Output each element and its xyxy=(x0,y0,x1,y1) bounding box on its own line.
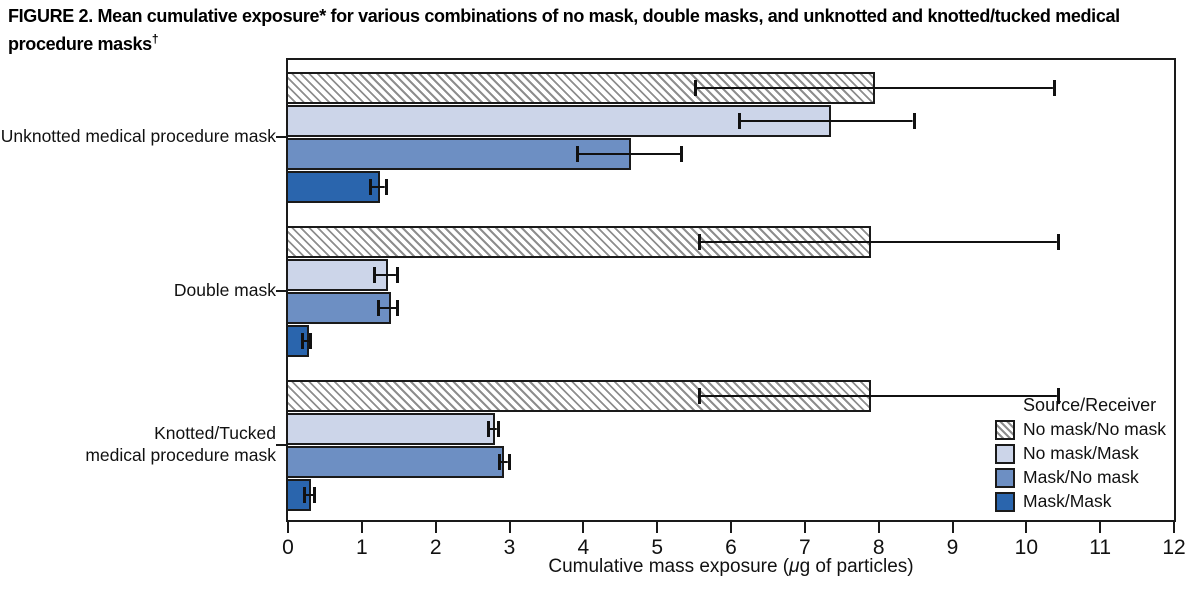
category-tick-unknotted-medical-procedure-mask xyxy=(276,136,288,138)
errorbar-no-mask-mask-unknotted-medical-procedure-mask xyxy=(738,113,916,129)
legend-entries: No mask/No mask No mask/Mask Mask/No mask M… xyxy=(995,419,1166,512)
errorbar-no-mask-no-mask-unknotted-medical-procedure-mask xyxy=(694,80,1056,96)
x-tick-label-12: 12 xyxy=(1162,536,1186,559)
errorbar-mask-no-mask-double-mask xyxy=(376,300,399,316)
x-tick-12 xyxy=(1173,520,1175,533)
bar-mask-no-mask-double-mask xyxy=(288,292,392,324)
errorbar-mask-mask-knotted-tucked xyxy=(302,487,317,503)
x-tick-label-11: 11 xyxy=(1089,536,1112,559)
x-tick-label-3: 3 xyxy=(503,536,516,559)
x-tick-label-6: 6 xyxy=(725,536,737,559)
x-tick-5 xyxy=(656,520,659,533)
x-tick-6 xyxy=(730,520,732,533)
legend-entry-no-mask-mask: No mask/Mask xyxy=(995,443,1166,464)
legend-entry-no-mask-no-mask: No mask/No mask xyxy=(995,419,1166,440)
x-axis-label: Cumulative mass exposure (μg of particle… xyxy=(286,556,1176,578)
x-tick-1 xyxy=(360,520,363,533)
x-tick-11 xyxy=(1099,520,1102,533)
legend-swatch-no-mask-mask-icon xyxy=(995,443,1016,464)
x-tick-label-7: 7 xyxy=(798,536,811,559)
x-tick-10 xyxy=(1025,520,1028,533)
y-axis-category-labels: Unknotted medical procedure mask Double m… xyxy=(0,60,276,520)
x-tick-4 xyxy=(582,520,585,533)
errorbar-mask-mask-unknotted-medical-procedure-mask xyxy=(369,179,388,195)
errorbar-no-mask-mask-double-mask xyxy=(372,267,399,283)
figure-title: FIGURE 2. Mean cumulative exposure* for … xyxy=(8,5,1194,56)
bar-mask-no-mask-unknotted-medical-procedure-mask xyxy=(288,138,632,170)
legend-label-no-mask-mask: No mask/Mask xyxy=(1023,443,1139,463)
errorbar-no-mask-no-mask-double-mask xyxy=(697,234,1060,250)
x-axis-label-mu: μ xyxy=(789,556,800,577)
legend-swatch-no-mask-no-mask-icon xyxy=(995,419,1016,440)
errorbar-no-mask-mask-knotted-tucked xyxy=(487,421,500,437)
x-tick-label-4: 4 xyxy=(577,536,590,559)
plot-area: Source/Receiver No mask/No mask No mask/M… xyxy=(276,58,1186,559)
bar-mask-no-mask-knotted-tucked xyxy=(288,446,505,478)
x-tick-3 xyxy=(508,520,511,533)
errorbar-no-mask-no-mask-knotted-tucked xyxy=(697,388,1060,404)
legend-swatch-mask-no-mask-icon xyxy=(995,467,1016,488)
legend-entry-mask-mask: Mask/Mask xyxy=(995,491,1166,512)
x-tick-8 xyxy=(877,520,880,533)
x-axis-label-post: g of particles) xyxy=(799,556,914,577)
x-tick-label-10: 10 xyxy=(1014,536,1039,559)
figure-title-text: FIGURE 2. Mean cumulative exposure* for … xyxy=(8,6,1120,54)
errorbar-mask-no-mask-knotted-tucked xyxy=(498,454,511,470)
x-tick-label-2: 2 xyxy=(429,536,442,559)
bar-mask-mask-unknotted-medical-procedure-mask xyxy=(288,171,381,203)
legend-entry-mask-no-mask: Mask/No mask xyxy=(995,467,1166,488)
errorbar-mask-no-mask-unknotted-medical-procedure-mask xyxy=(575,146,683,162)
figure-title-dagger-superscript: † xyxy=(151,32,159,46)
legend-label-mask-mask: Mask/Mask xyxy=(1023,491,1112,511)
x-tick-label-5: 5 xyxy=(651,536,663,559)
legend-label-no-mask-no-mask: No mask/No mask xyxy=(1023,419,1166,439)
legend: Source/Receiver No mask/No mask No mask/M… xyxy=(995,395,1166,515)
x-axis-label-pre: Cumulative mass exposure ( xyxy=(548,556,790,577)
category-tick-knotted-tucked xyxy=(276,444,288,446)
x-tick-label-9: 9 xyxy=(946,536,959,559)
category-label-double-mask: Double mask xyxy=(173,280,276,300)
legend-swatch-mask-mask-icon xyxy=(995,491,1016,512)
category-label-knotted-tucked: Knotted/Tucked medical procedure mask xyxy=(85,423,276,465)
x-tick-0 xyxy=(287,520,289,533)
bar-no-mask-mask-knotted-tucked xyxy=(288,413,495,445)
x-tick-label-1: 1 xyxy=(355,536,368,559)
x-tick-7 xyxy=(803,520,806,533)
x-tick-label-8: 8 xyxy=(872,536,885,559)
x-tick-2 xyxy=(434,520,437,533)
x-tick-label-0: 0 xyxy=(282,536,294,559)
legend-label-mask-no-mask: Mask/No mask xyxy=(1023,467,1139,487)
category-tick-double-mask xyxy=(276,290,288,292)
x-tick-9 xyxy=(951,520,954,533)
errorbar-mask-mask-double-mask xyxy=(301,333,313,349)
category-label-unknotted-medical-procedure-mask: Unknotted medical procedure mask xyxy=(0,126,276,146)
